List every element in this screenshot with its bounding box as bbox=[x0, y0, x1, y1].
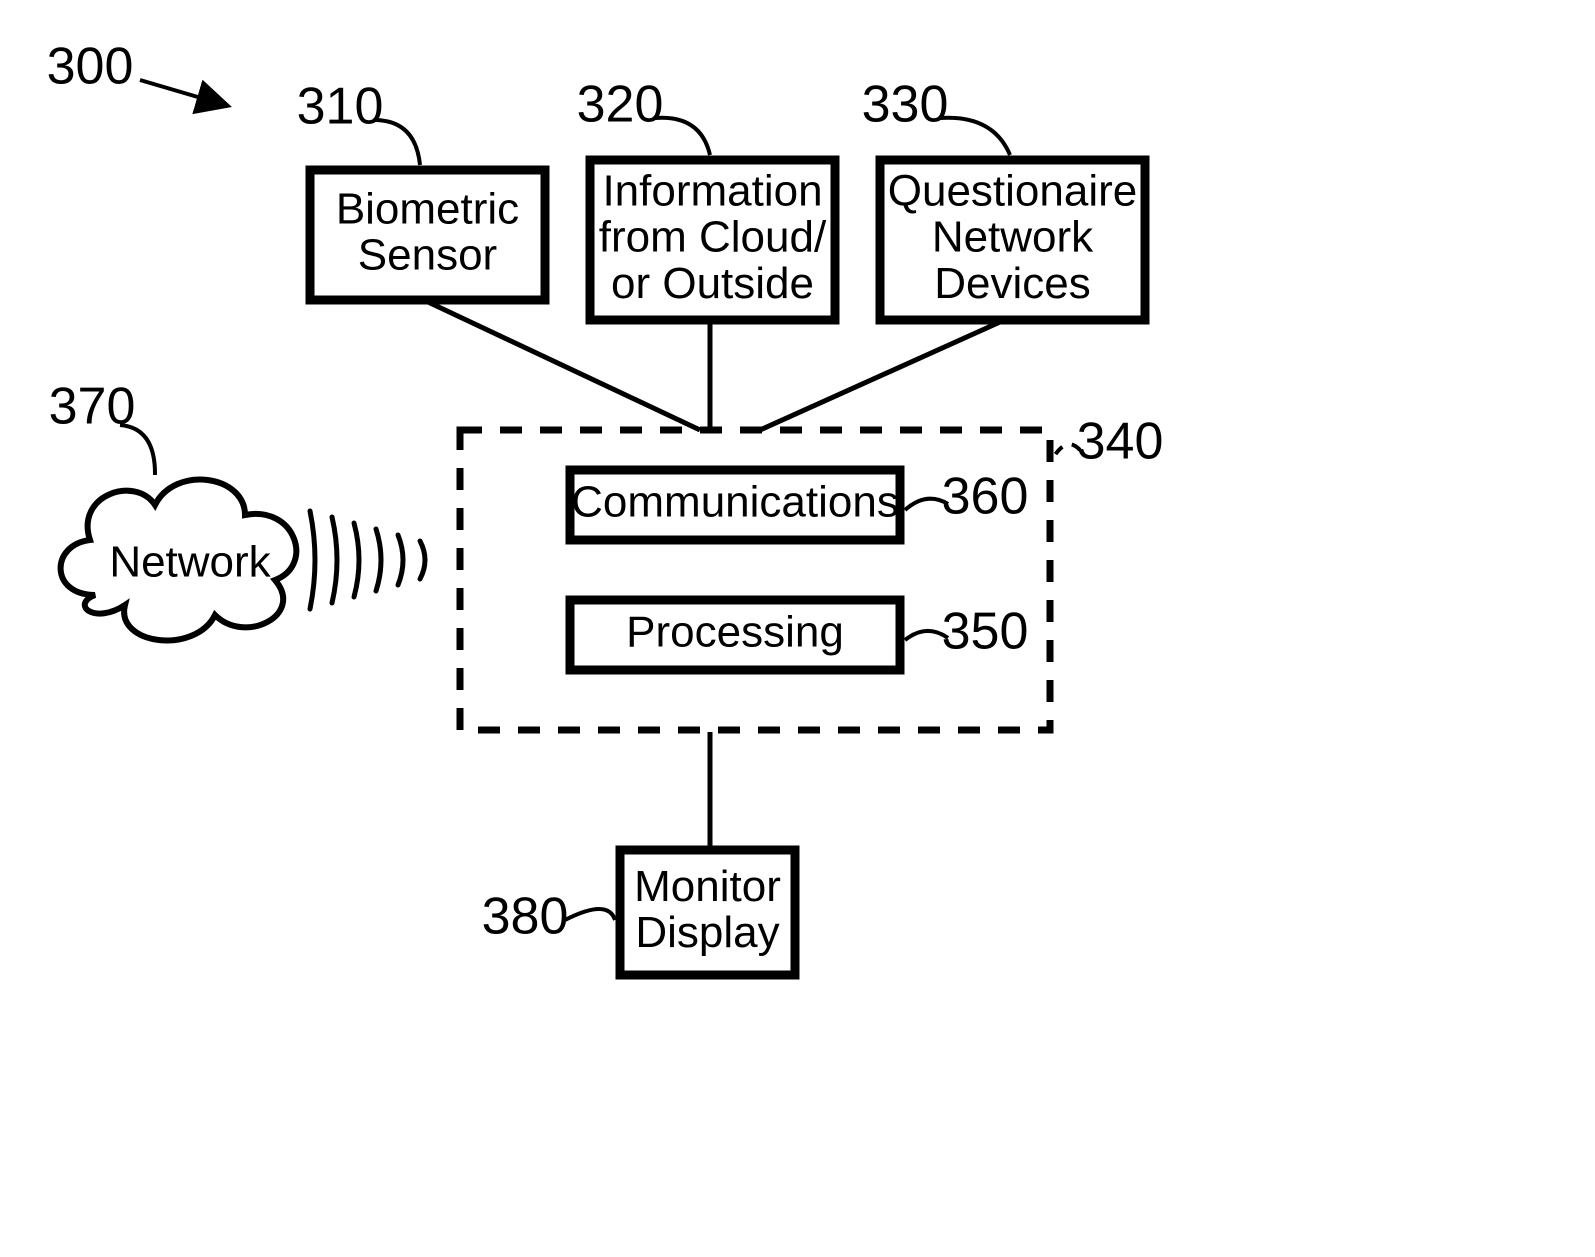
box-label: Information bbox=[602, 166, 822, 215]
ref-330: 330 bbox=[862, 76, 949, 134]
leader-line bbox=[565, 909, 615, 920]
wireless-arc bbox=[310, 511, 315, 609]
ref-320: 320 bbox=[577, 76, 664, 134]
box-info: Informationfrom Cloud/or Outside bbox=[590, 160, 835, 320]
box-label: from Cloud/ bbox=[599, 213, 827, 262]
box-label: Display bbox=[635, 908, 779, 957]
connector-line bbox=[760, 322, 1000, 430]
box-question: QuestionaireNetworkDevices bbox=[880, 160, 1145, 320]
wireless-arc bbox=[398, 535, 403, 585]
ref-300: 300 bbox=[47, 38, 134, 96]
cloud-label: Network bbox=[109, 538, 271, 587]
box-label: Network bbox=[932, 213, 1094, 262]
wireless-arc bbox=[332, 517, 337, 603]
box-label: Monitor bbox=[634, 862, 781, 911]
box-label: Questionaire bbox=[888, 166, 1137, 215]
box-label: Communications bbox=[571, 478, 899, 527]
ref-350: 350 bbox=[942, 603, 1029, 661]
leader-line bbox=[140, 80, 225, 105]
ref-360: 360 bbox=[942, 468, 1029, 526]
diagram-canvas: BiometricSensor Informationfrom Cloud/or … bbox=[0, 0, 1595, 1257]
ref-380: 380 bbox=[482, 888, 569, 946]
box-label: Biometric bbox=[336, 185, 519, 234]
box-processing: Processing bbox=[570, 600, 900, 670]
leader-line bbox=[940, 118, 1010, 155]
box-label: Sensor bbox=[358, 231, 497, 280]
ref-310: 310 bbox=[297, 78, 384, 136]
box-monitor: MonitorDisplay bbox=[620, 850, 795, 975]
box-comms: Communications bbox=[570, 470, 900, 540]
wireless-arc bbox=[376, 529, 381, 591]
wireless-arc bbox=[420, 541, 425, 579]
box-label: Devices bbox=[934, 259, 1091, 308]
ref-340: 340 bbox=[1077, 413, 1164, 471]
box-label: or Outside bbox=[611, 259, 814, 308]
box-label: Processing bbox=[626, 608, 844, 657]
wireless-arc bbox=[354, 523, 359, 597]
box-biometric: BiometricSensor bbox=[310, 170, 545, 300]
